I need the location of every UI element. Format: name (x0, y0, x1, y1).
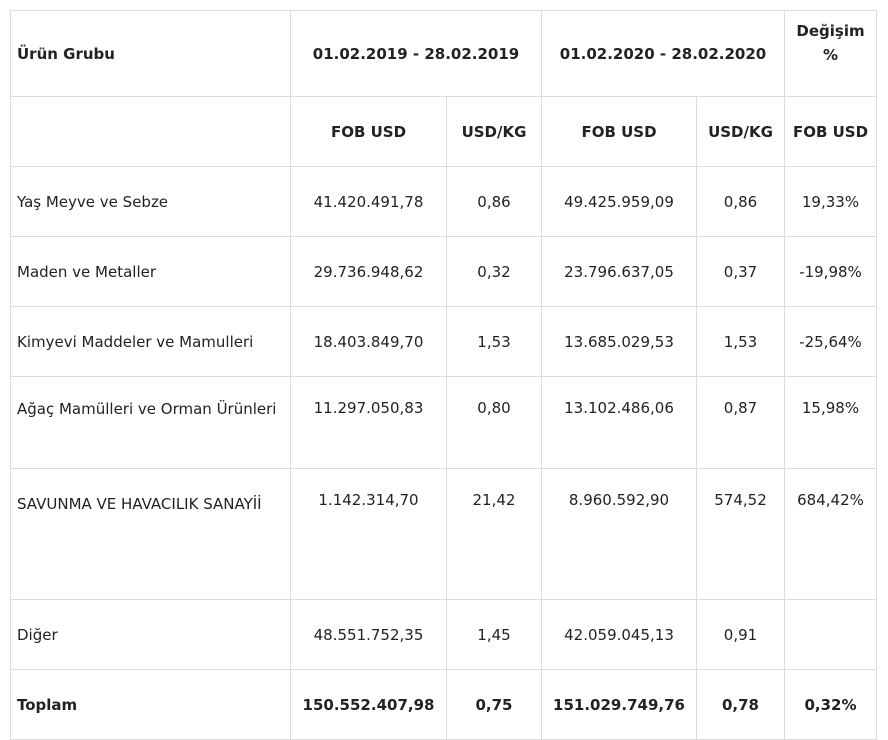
header-change-fob: FOB USD (784, 96, 877, 167)
row-fob-2019: 11.297.050,83 (290, 376, 447, 469)
row-usdkg-2020: 0,91 (696, 599, 785, 670)
header-row-metrics: FOB USD USD/KG FOB USD USD/KG FOB USD (10, 96, 877, 167)
row-usdkg-2020: 0,37 (696, 236, 785, 307)
row-name: Kimyevi Maddeler ve Mamulleri (10, 306, 291, 377)
total-fob-2020: 151.029.749,76 (541, 669, 697, 740)
row-change: -19,98% (784, 236, 877, 307)
row-fob-2020: 23.796.637,05 (541, 236, 697, 307)
row-usdkg-2020: 1,53 (696, 306, 785, 377)
row-usdkg-2019: 0,86 (446, 166, 542, 237)
header-change: Değişim % (784, 10, 877, 97)
row-usdkg-2019: 1,45 (446, 599, 542, 670)
row-fob-2020: 13.685.029,53 (541, 306, 697, 377)
row-fob-2019: 41.420.491,78 (290, 166, 447, 237)
row-name: SAVUNMA VE HAVACILIK SANAYİİ (10, 468, 291, 600)
table-row: Ağaç Mamülleri ve Orman Ürünleri 11.297.… (10, 376, 877, 469)
row-fob-2019: 18.403.849,70 (290, 306, 447, 377)
header-fob-2020: FOB USD (541, 96, 697, 167)
header-period-2019: 01.02.2019 - 28.02.2019 (290, 10, 542, 97)
table-row: Maden ve Metaller 29.736.948,62 0,32 23.… (10, 236, 877, 307)
row-usdkg-2020: 0,87 (696, 376, 785, 469)
row-usdkg-2019: 1,53 (446, 306, 542, 377)
header-change-line2: % (822, 46, 839, 64)
export-table: Ürün Grubu 01.02.2019 - 28.02.2019 01.02… (10, 10, 877, 740)
table-row: Yaş Meyve ve Sebze 41.420.491,78 0,86 49… (10, 166, 877, 237)
row-fob-2020: 13.102.486,06 (541, 376, 697, 469)
total-row: Toplam 150.552.407,98 0,75 151.029.749,7… (10, 669, 877, 740)
row-fob-2020: 42.059.045,13 (541, 599, 697, 670)
row-fob-2020: 8.960.592,90 (541, 468, 697, 600)
row-name: Diğer (10, 599, 291, 670)
row-fob-2019: 48.551.752,35 (290, 599, 447, 670)
row-usdkg-2019: 0,80 (446, 376, 542, 469)
header-product-group: Ürün Grubu (10, 10, 291, 97)
table-row: Diğer 48.551.752,35 1,45 42.059.045,13 0… (10, 599, 877, 670)
row-change: 19,33% (784, 166, 877, 237)
total-usdkg-2020: 0,78 (696, 669, 785, 740)
row-usdkg-2019: 21,42 (446, 468, 542, 600)
row-name: Maden ve Metaller (10, 236, 291, 307)
row-usdkg-2020: 0,86 (696, 166, 785, 237)
row-fob-2019: 29.736.948,62 (290, 236, 447, 307)
row-name: Ağaç Mamülleri ve Orman Ürünleri (10, 376, 291, 469)
table-row: SAVUNMA VE HAVACILIK SANAYİİ 1.142.314,7… (10, 468, 877, 600)
row-name: Yaş Meyve ve Sebze (10, 166, 291, 237)
total-fob-2019: 150.552.407,98 (290, 669, 447, 740)
row-usdkg-2019: 0,32 (446, 236, 542, 307)
header-period-2020: 01.02.2020 - 28.02.2020 (541, 10, 785, 97)
header-empty-cell (10, 96, 291, 167)
header-usdkg-2020: USD/KG (696, 96, 785, 167)
row-change: -25,64% (784, 306, 877, 377)
header-usdkg-2019: USD/KG (446, 96, 542, 167)
row-change (784, 599, 877, 670)
total-change: 0,32% (784, 669, 877, 740)
header-change-line1: Değişim (796, 22, 865, 40)
total-name: Toplam (10, 669, 291, 740)
row-change: 684,42% (784, 468, 877, 600)
row-change: 15,98% (784, 376, 877, 469)
row-fob-2020: 49.425.959,09 (541, 166, 697, 237)
header-fob-2019: FOB USD (290, 96, 447, 167)
table-row: Kimyevi Maddeler ve Mamulleri 18.403.849… (10, 306, 877, 377)
row-usdkg-2020: 574,52 (696, 468, 785, 600)
header-row-periods: Ürün Grubu 01.02.2019 - 28.02.2019 01.02… (10, 10, 877, 97)
row-fob-2019: 1.142.314,70 (290, 468, 447, 600)
total-usdkg-2019: 0,75 (446, 669, 542, 740)
